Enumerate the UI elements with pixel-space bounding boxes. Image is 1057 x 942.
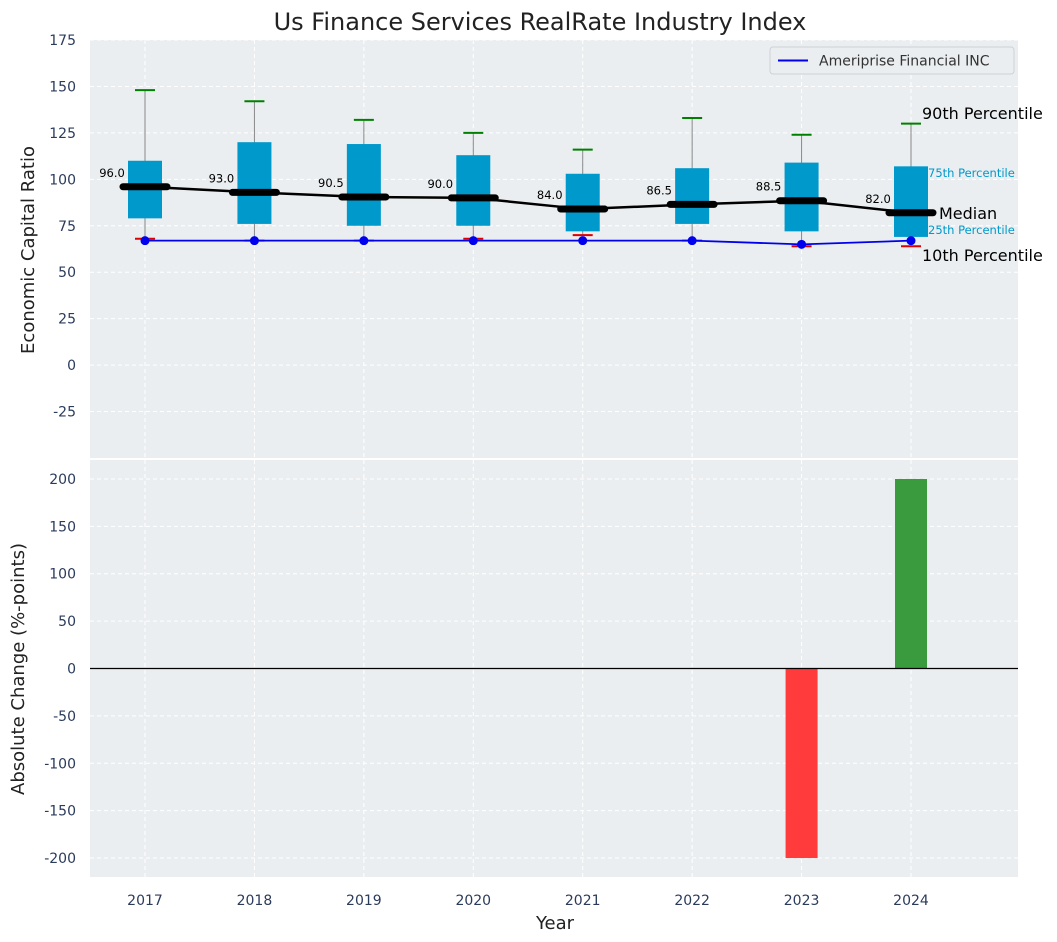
median-value-label: 93.0	[209, 171, 235, 185]
x-tick-label: 2020	[455, 893, 491, 909]
bottom-y-tick-label: -150	[44, 804, 76, 820]
legend-label-company: Ameriprise Financial INC	[819, 54, 990, 70]
median-value-label: 96.0	[99, 166, 125, 180]
x-tick-label: 2024	[893, 893, 929, 909]
top-plot-area	[90, 40, 1018, 458]
x-tick-label: 2017	[127, 893, 163, 909]
bottom-y-tick-label: 50	[58, 614, 76, 630]
median-value-label: 90.5	[318, 176, 344, 190]
top-y-tick-label: 25	[58, 312, 76, 328]
bottom-y-tick-label: 150	[49, 519, 76, 535]
chart-title: Us Finance Services RealRate Industry In…	[274, 8, 807, 36]
company-series-point	[359, 236, 369, 246]
legend-box	[769, 46, 1015, 75]
top-y-tick-label: 50	[58, 265, 76, 281]
bottom-panel: -200 -150 -100 -50 0 50 100 150 200 2017 2018 2019 2…	[44, 460, 1018, 909]
company-series-point	[687, 236, 697, 246]
company-series-point	[578, 236, 588, 246]
median-annotation: Median	[939, 204, 997, 223]
median-value-label: 88.5	[756, 180, 782, 194]
p90-annotation: 90th Percentile	[922, 104, 1043, 123]
iqr-box	[565, 173, 600, 232]
company-series-point	[468, 236, 478, 246]
iqr-box	[456, 155, 491, 226]
negative-change-bar	[785, 668, 818, 859]
top-y-tick-label: 100	[49, 172, 76, 188]
top-y-tick-label: -25	[53, 405, 76, 421]
x-axis-label: Year	[535, 913, 575, 934]
iqr-box	[894, 166, 928, 237]
company-series-point	[249, 236, 259, 246]
percentile-annotations: 90th Percentile 75th Percentile Median 2…	[922, 104, 1043, 265]
median-value-label: 84.0	[537, 188, 563, 202]
p10-annotation: 10th Percentile	[922, 246, 1043, 265]
top-y-tick-label: 0	[67, 358, 76, 374]
bottom-y-tick-label: -200	[44, 851, 76, 867]
iqr-box	[237, 142, 272, 224]
median-value-label: 90.0	[427, 177, 453, 191]
bottom-y-tick-label: -50	[53, 709, 76, 725]
x-tick-label: 2023	[784, 893, 820, 909]
top-y-tick-label: 125	[49, 126, 76, 142]
top-y-axis-label: Economic Capital Ratio	[18, 146, 39, 354]
p25-annotation: 25th Percentile	[928, 223, 1015, 237]
bottom-y-tick-label: 200	[49, 472, 76, 488]
median-value-label: 82.0	[865, 192, 891, 206]
bottom-y-tick-label: 100	[49, 567, 76, 583]
bottom-y-tick-label: 0	[67, 662, 76, 678]
company-series-point	[906, 236, 916, 246]
median-value-label: 86.5	[646, 183, 672, 197]
p75-annotation: 75th Percentile	[928, 166, 1015, 180]
x-tick-label: 2019	[346, 893, 382, 909]
x-tick-label: 2021	[565, 893, 601, 909]
iqr-box	[784, 162, 819, 232]
legend: Ameriprise Financial INC	[769, 46, 1015, 75]
x-tick-label: 2022	[674, 893, 710, 909]
top-y-tick-label: 175	[49, 33, 76, 49]
iqr-box	[675, 168, 710, 224]
top-y-tick-label: 150	[49, 79, 76, 95]
top-y-tick-label: 75	[58, 219, 76, 235]
company-series-point	[797, 239, 807, 249]
company-series-point	[140, 236, 150, 246]
company-series-line	[145, 239, 912, 246]
x-tick-label: 2018	[237, 893, 273, 909]
bottom-y-axis-label: Absolute Change (%-points)	[8, 543, 29, 795]
top-panel: -25 0 25 50 75 100 125 150 175 96.0 93.0 90.5 90.0 84…	[49, 33, 1018, 458]
positive-change-bar	[895, 478, 927, 669]
bottom-y-tick-label: -100	[44, 756, 76, 772]
iqr-box	[346, 144, 381, 226]
